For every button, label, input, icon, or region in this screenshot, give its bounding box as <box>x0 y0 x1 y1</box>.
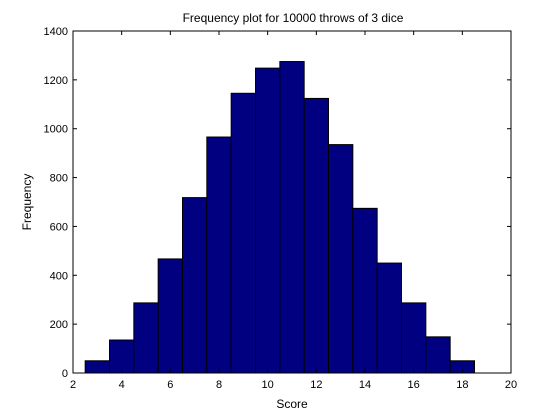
x-tick-label: 10 <box>262 379 274 391</box>
bar-score-5 <box>133 302 159 374</box>
bar-score-8 <box>206 136 232 374</box>
bar-score-11 <box>279 61 305 374</box>
x-tick-label: 14 <box>359 379 371 391</box>
y-tick-label: 400 <box>50 270 68 282</box>
x-tick-label: 20 <box>505 379 517 391</box>
bar-score-17 <box>425 336 451 374</box>
x-axis-label: Score <box>276 397 308 411</box>
chart-title: Frequency plot for 10000 throws of 3 dic… <box>183 11 404 25</box>
y-tick-label: 1000 <box>44 124 68 136</box>
bar-score-6 <box>157 258 184 374</box>
bar-score-4 <box>109 339 135 374</box>
y-tick-label: 800 <box>50 173 68 185</box>
bars-layer <box>84 61 475 374</box>
y-tick-label: 0 <box>62 368 68 380</box>
y-tick-label: 600 <box>50 221 68 233</box>
x-tick-label: 16 <box>408 379 420 391</box>
bar-score-14 <box>352 207 378 374</box>
y-ticks-layer: 0 200 400 600 800 1000 1200 1400 <box>44 26 511 380</box>
bar-score-7 <box>182 197 208 374</box>
x-tick-label: 2 <box>70 379 76 391</box>
x-tick-label: 12 <box>310 379 322 391</box>
y-tick-label: 200 <box>50 319 68 331</box>
bar-score-13 <box>328 144 354 374</box>
y-axis-label: Frequency <box>20 174 34 231</box>
x-tick-label: 18 <box>456 379 468 391</box>
y-tick-label: 1400 <box>44 26 68 38</box>
bar-score-10 <box>255 67 281 374</box>
bar-score-15 <box>376 262 402 374</box>
x-ticks-layer: 2 4 6 8 10 12 14 16 18 20 <box>70 31 517 391</box>
bar-score-16 <box>401 302 427 374</box>
y-tick-label: 1200 <box>44 75 68 87</box>
bar-score-9 <box>230 92 257 374</box>
bar-score-3 <box>84 360 110 374</box>
x-tick-label: 4 <box>119 379 125 391</box>
bar-score-12 <box>303 97 329 374</box>
x-tick-label: 8 <box>216 379 222 391</box>
x-tick-label: 6 <box>167 379 173 391</box>
